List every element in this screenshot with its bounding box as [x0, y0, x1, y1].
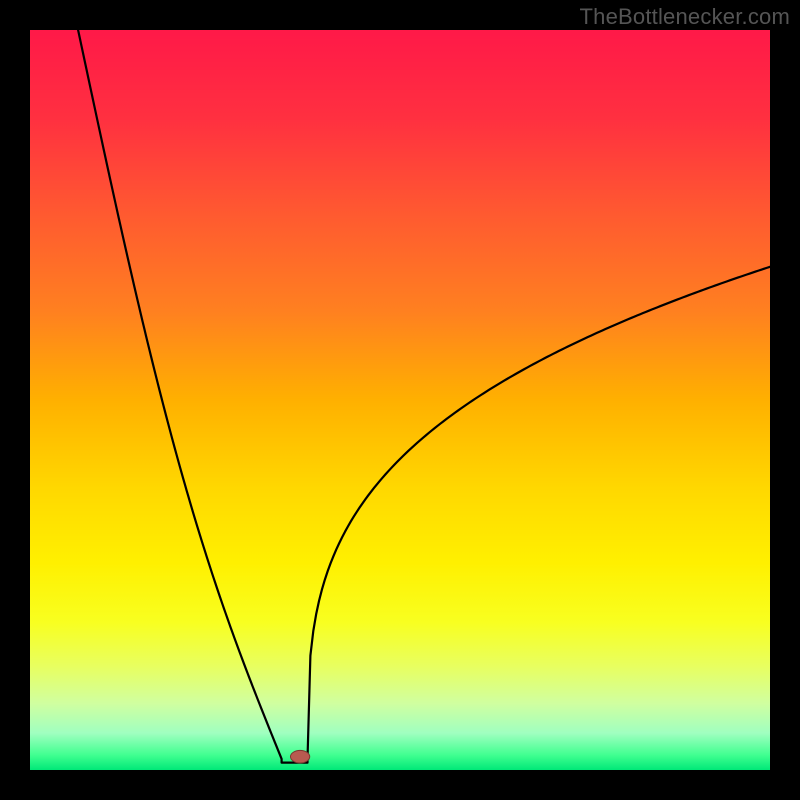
bottleneck-curve-chart	[30, 30, 770, 770]
chart-outer: TheBottlenecker.com	[0, 0, 800, 800]
watermark-text: TheBottlenecker.com	[580, 4, 790, 30]
plot-area	[30, 30, 770, 770]
gradient-background	[30, 30, 770, 770]
optimal-point-marker	[290, 750, 309, 763]
